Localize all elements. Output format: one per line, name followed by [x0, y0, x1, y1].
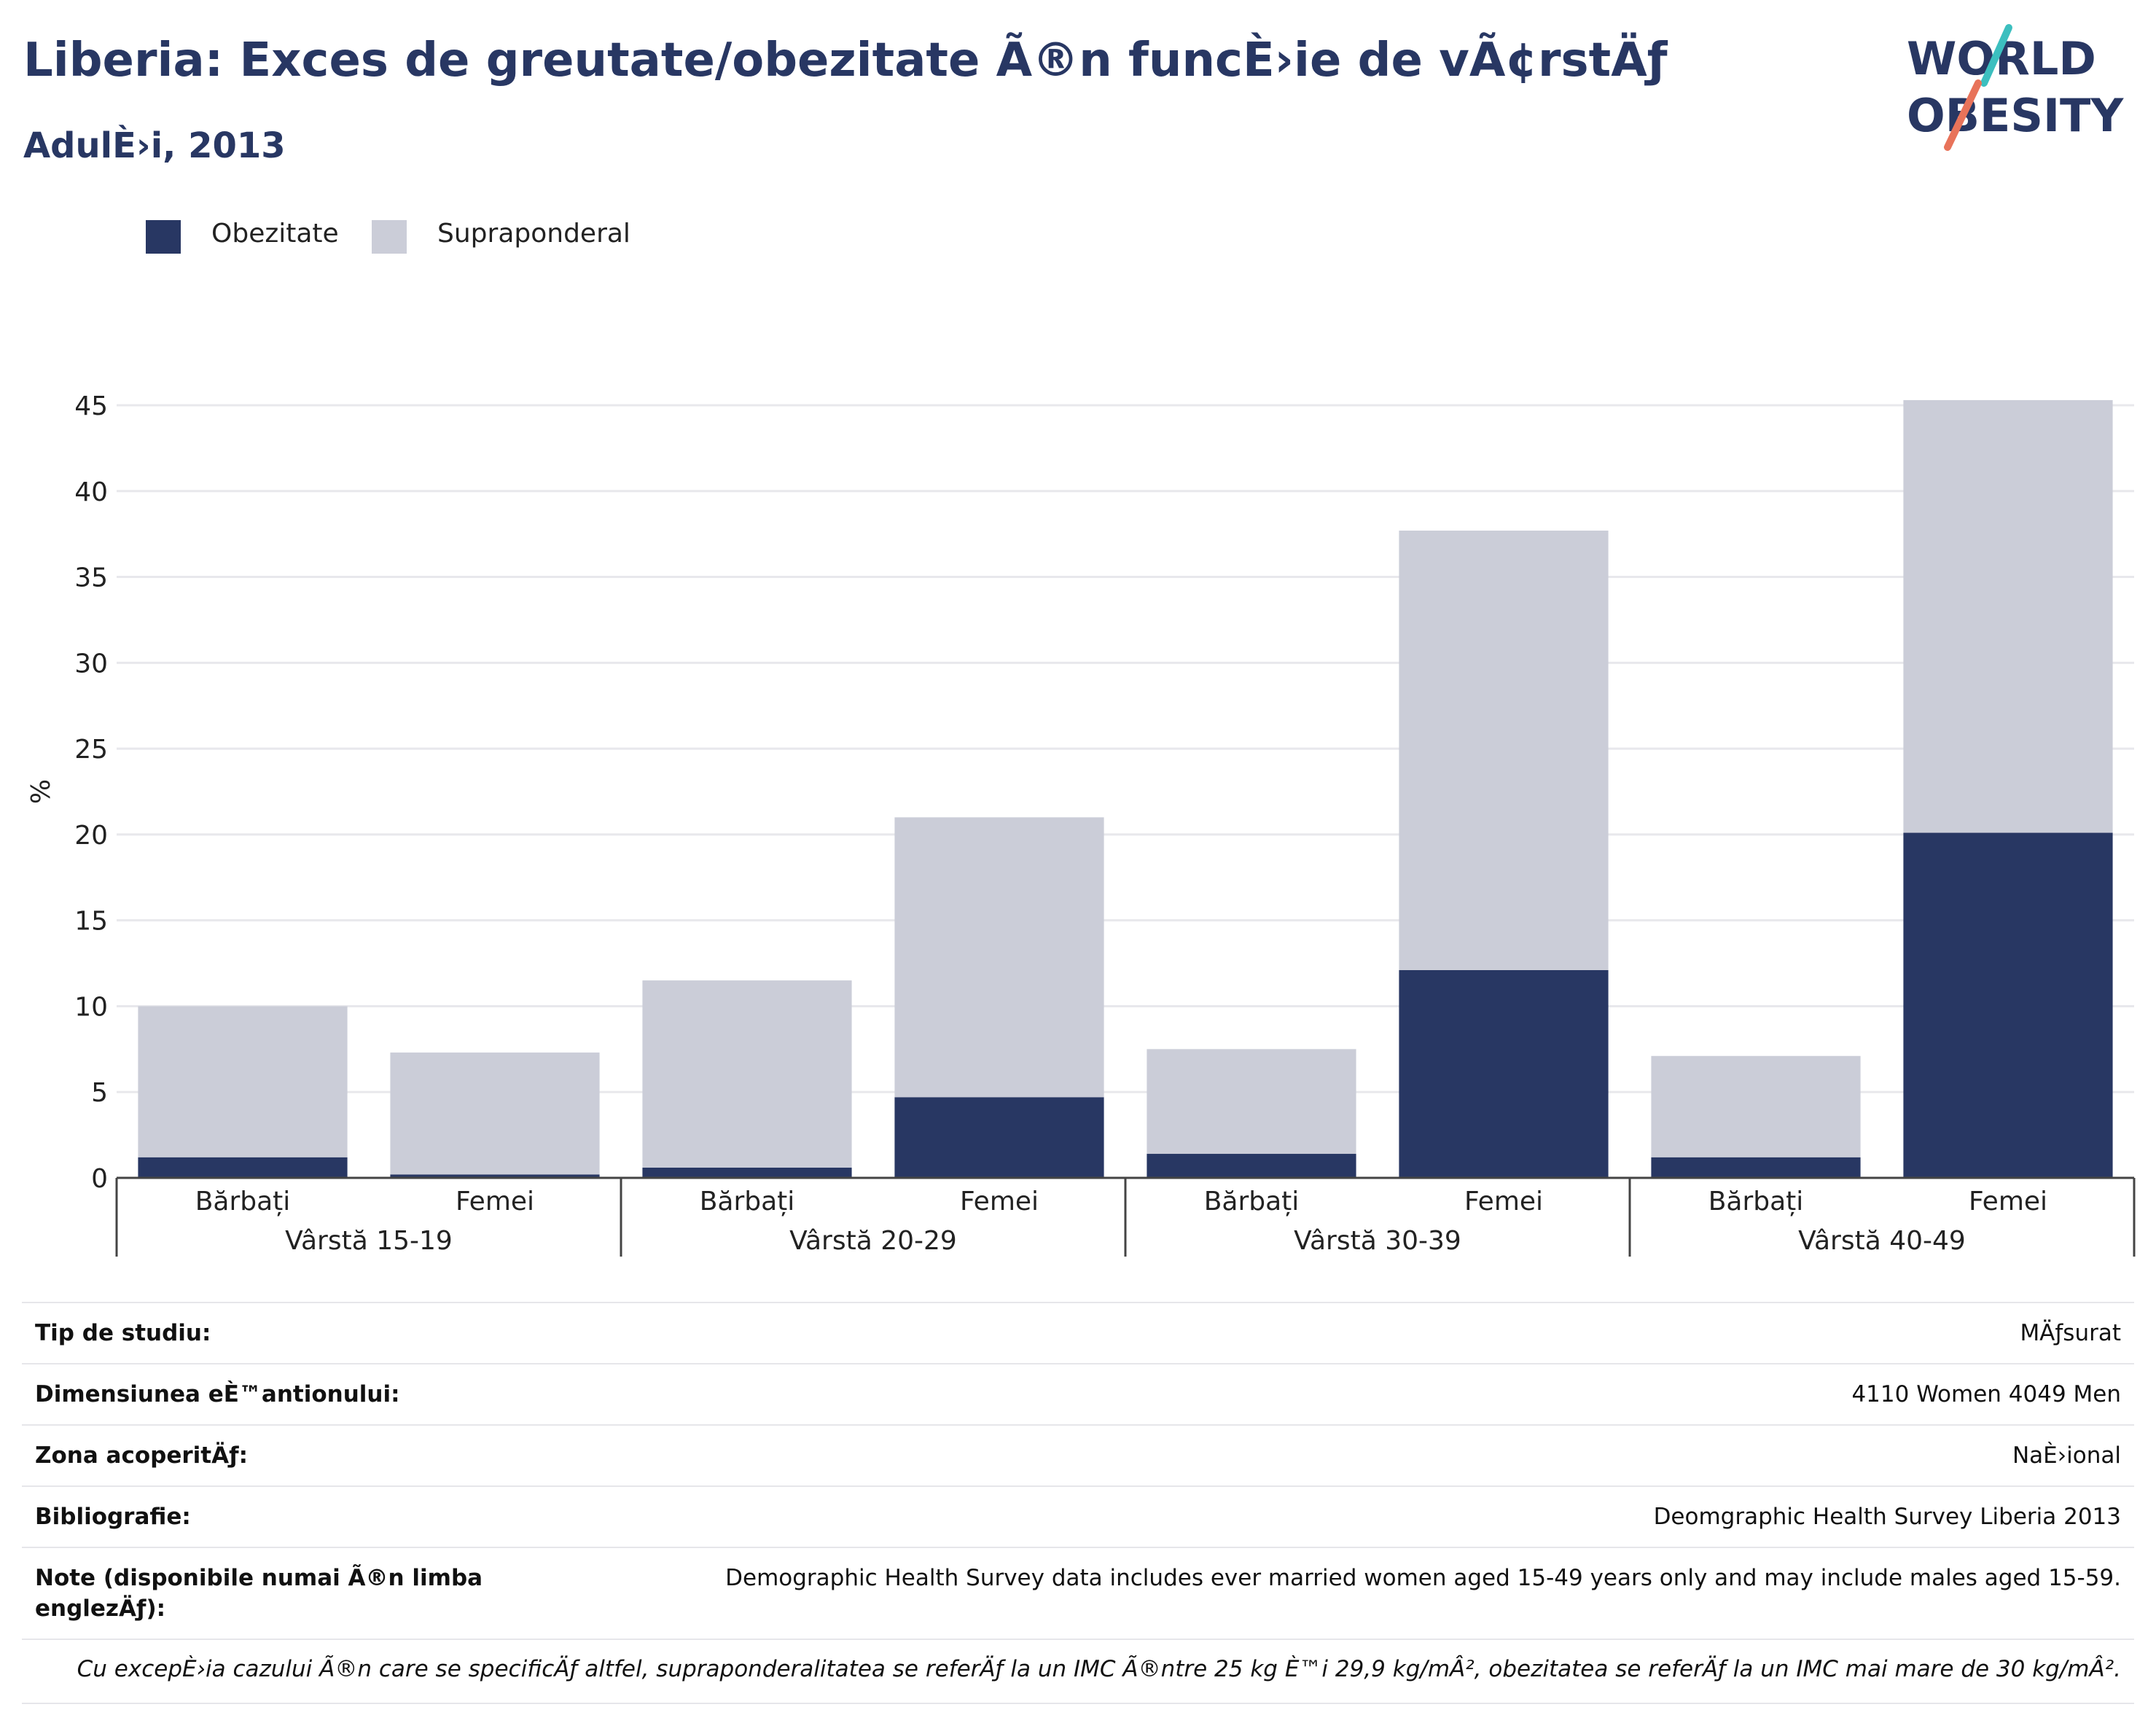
footnote: Cu excepÈ›ia cazului Ã®n care se specifi… — [22, 1639, 2134, 1704]
y-tick-label: 30 — [74, 649, 108, 679]
y-tick-label: 45 — [74, 391, 108, 421]
x-tick-label: Bărbați — [1708, 1187, 1804, 1216]
x-tick-label: Femei — [456, 1187, 534, 1216]
logo-line2: OBESITY — [1907, 89, 2124, 142]
legend-swatch-overweight — [372, 220, 407, 254]
page-title: Liberia: Exces de greutate/obezitate Ã®n… — [23, 34, 1668, 87]
bar-overweight — [1651, 1055, 1861, 1157]
bars — [138, 399, 2113, 1178]
bar-obesity — [1147, 1154, 1356, 1178]
x-tick-label: Bărbați — [195, 1187, 291, 1216]
y-tick-label: 40 — [74, 477, 108, 507]
bar-obesity — [894, 1097, 1104, 1178]
bar-obesity — [138, 1157, 348, 1178]
legend-label-overweight: Supraponderal — [437, 219, 630, 249]
bar-obesity — [390, 1174, 600, 1178]
y-tick-label: 35 — [74, 563, 108, 593]
bar-overweight — [138, 1006, 348, 1157]
info-row-sample-size: Dimensiunea eÈ™antionului: 4110 Women 40… — [22, 1363, 2134, 1424]
group-label: Vârstă 40-49 — [1798, 1226, 1966, 1256]
info-value: MÄƒsurat — [2020, 1320, 2121, 1346]
y-tick-label: 20 — [74, 821, 108, 851]
y-axis-label: % — [26, 779, 56, 804]
info-row-study-type: Tip de studiu: MÄƒsurat — [22, 1302, 2134, 1363]
bar-overweight — [1903, 399, 2113, 833]
info-value: Demographic Health Survey data includes … — [725, 1565, 2121, 1591]
axes: 0 5 10 15 20 25 30 35 40 45 Bărbați Femei Bărbați Fem… — [74, 391, 2136, 1257]
bar-overweight — [1399, 530, 1609, 970]
x-tick-label: Femei — [960, 1187, 1039, 1216]
y-tick-label: 15 — [74, 907, 108, 937]
y-tick-label: 0 — [91, 1164, 108, 1194]
info-value: NaÈ›ional — [2012, 1442, 2121, 1469]
group-label: Vârstă 30-39 — [1294, 1226, 1461, 1256]
gridlines — [117, 404, 2134, 1093]
y-tick-label: 10 — [74, 992, 108, 1022]
info-label: Note (disponibile numai Ã®n limba englez… — [35, 1565, 483, 1622]
info-label: Tip de studiu: — [35, 1320, 211, 1346]
footnote-text: Cu excepÈ›ia cazului Ã®n care se specifi… — [77, 1656, 2121, 1682]
info-label: Dimensiunea eÈ™antionului: — [35, 1381, 400, 1407]
group-label: Vârstă 15-19 — [285, 1226, 453, 1256]
bar-overweight — [390, 1052, 600, 1175]
bar-obesity — [1903, 832, 2113, 1178]
y-tick-label: 5 — [91, 1078, 108, 1108]
world-obesity-logo: WORLD OBESITY — [1907, 24, 2124, 151]
bar-overweight — [642, 980, 852, 1168]
bar-overweight — [1147, 1049, 1356, 1155]
info-row-coverage: Zona acoperitÄƒ: NaÈ›ional — [22, 1424, 2134, 1485]
page-subtitle: AdulÈ›i, 2013 — [23, 125, 286, 166]
info-value: 4110 Women 4049 Men — [1851, 1381, 2121, 1407]
x-tick-label: Bărbați — [700, 1187, 795, 1216]
x-tick-label: Femei — [1969, 1187, 2047, 1216]
x-tick-label: Femei — [1464, 1187, 1543, 1216]
stacked-bar-chart: 0 5 10 15 20 25 30 35 40 45 Bărbați Femei Bărbați Fem… — [26, 391, 2136, 1257]
bar-overweight — [894, 817, 1104, 1098]
info-row-notes: Note (disponibile numai Ã®n limba englez… — [22, 1547, 2134, 1639]
info-value: Deomgraphic Health Survey Liberia 2013 — [1653, 1504, 2121, 1530]
info-row-bibliography: Bibliografie: Deomgraphic Health Survey … — [22, 1485, 2134, 1547]
group-label: Vârstă 20-29 — [789, 1226, 957, 1256]
y-tick-label: 25 — [74, 735, 108, 765]
logo-slash-coral — [1944, 79, 1982, 151]
info-label: Bibliografie: — [35, 1504, 191, 1530]
legend-swatch-obesity — [146, 220, 181, 254]
info-label: Zona acoperitÄƒ: — [35, 1442, 248, 1469]
bar-obesity — [642, 1167, 852, 1178]
bar-obesity — [1651, 1157, 1861, 1178]
legend-label-obesity: Obezitate — [211, 219, 339, 249]
bar-obesity — [1399, 969, 1609, 1178]
logo-slash-teal — [1980, 24, 2012, 87]
info-table: Tip de studiu: MÄƒsurat Dimensiunea eÈ™a… — [22, 1302, 2134, 1704]
x-tick-label: Bărbați — [1204, 1187, 1300, 1216]
